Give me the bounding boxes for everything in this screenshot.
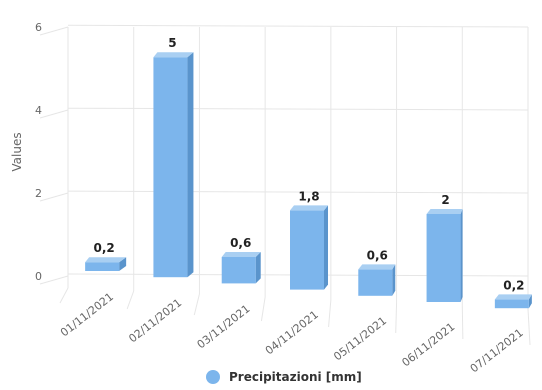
bar-side: [460, 209, 463, 302]
data-label: 1,8: [298, 189, 319, 203]
x-tick-label: 06/11/2021: [399, 320, 457, 369]
bar[interactable]: [358, 264, 396, 296]
bar[interactable]: [221, 252, 261, 284]
gridline-floor: [461, 305, 464, 340]
y-tick-label: 2: [35, 187, 42, 200]
bar[interactable]: [494, 294, 532, 309]
data-label: 0,2: [503, 278, 524, 292]
bar-front: [290, 210, 324, 290]
bar-side: [119, 257, 127, 271]
bar-top: [290, 205, 328, 211]
gridline-floor: [59, 287, 69, 304]
gridline-depth: [39, 192, 69, 202]
bar-top: [85, 257, 127, 263]
bar[interactable]: [153, 52, 194, 278]
x-tick-label: 01/11/2021: [58, 290, 116, 339]
y-axis-ticks: 0 2 4 6: [35, 21, 42, 283]
bar-front: [358, 269, 393, 296]
bar-front: [85, 262, 120, 271]
bar-top: [426, 209, 463, 214]
bar-front: [494, 299, 529, 309]
bar-top: [153, 52, 194, 58]
data-label: 0,6: [230, 236, 251, 250]
gridline-depth: [39, 275, 69, 285]
gridline-floor: [260, 296, 266, 322]
gridline-floor: [328, 299, 332, 328]
gridline-depth: [39, 109, 69, 119]
bar[interactable]: [426, 209, 463, 302]
bar-top: [221, 252, 261, 257]
gridline-horizontal: [67, 24, 529, 28]
gridline-horizontal: [67, 107, 529, 111]
bar-side: [392, 264, 396, 296]
data-label: 2: [441, 193, 449, 207]
bar[interactable]: [85, 257, 127, 271]
bar-side: [324, 205, 328, 290]
x-tick-label: 05/11/2021: [331, 314, 389, 363]
x-tick-label: 07/11/2021: [468, 326, 526, 375]
x-tick-label: 02/11/2021: [126, 296, 184, 345]
data-label: 0,6: [367, 248, 388, 262]
x-axis-labels: 01/11/2021 02/11/2021 03/11/2021 04/11/2021…: [58, 290, 526, 375]
gridline-horizontal: [67, 190, 529, 194]
y-tick-label: 6: [35, 21, 42, 34]
bars: [85, 52, 532, 309]
bar-front: [221, 257, 256, 284]
y-tick-label: 0: [35, 270, 42, 283]
data-label: 0,2: [94, 241, 115, 255]
legend-marker: [206, 370, 220, 384]
bar-front: [153, 57, 188, 278]
bar-side: [255, 252, 261, 284]
bar-top: [358, 264, 396, 270]
gridline-floor: [395, 302, 398, 334]
x-tick-label: 04/11/2021: [263, 308, 321, 357]
bar-top: [494, 294, 532, 300]
bar-side: [187, 52, 194, 278]
legend-label: Precipitazioni [mm]: [229, 370, 362, 384]
y-axis-title: Values: [10, 132, 24, 171]
gridline-floor: [527, 308, 531, 346]
legend[interactable]: Precipitazioni [mm]: [206, 370, 362, 384]
gridline-depth: [39, 26, 69, 36]
bar-side: [528, 294, 532, 309]
x-tick-label: 03/11/2021: [195, 302, 253, 351]
gridline-floor: [193, 293, 200, 316]
bar-front: [426, 214, 461, 302]
grid: [39, 24, 531, 346]
data-label: 5: [168, 36, 176, 50]
y-tick-label: 4: [35, 104, 42, 117]
bar[interactable]: [290, 205, 328, 290]
gridline-floor: [126, 290, 135, 310]
data-labels: 0,2 5 0,6 1,8 0,6 2 0,2: [94, 36, 525, 292]
